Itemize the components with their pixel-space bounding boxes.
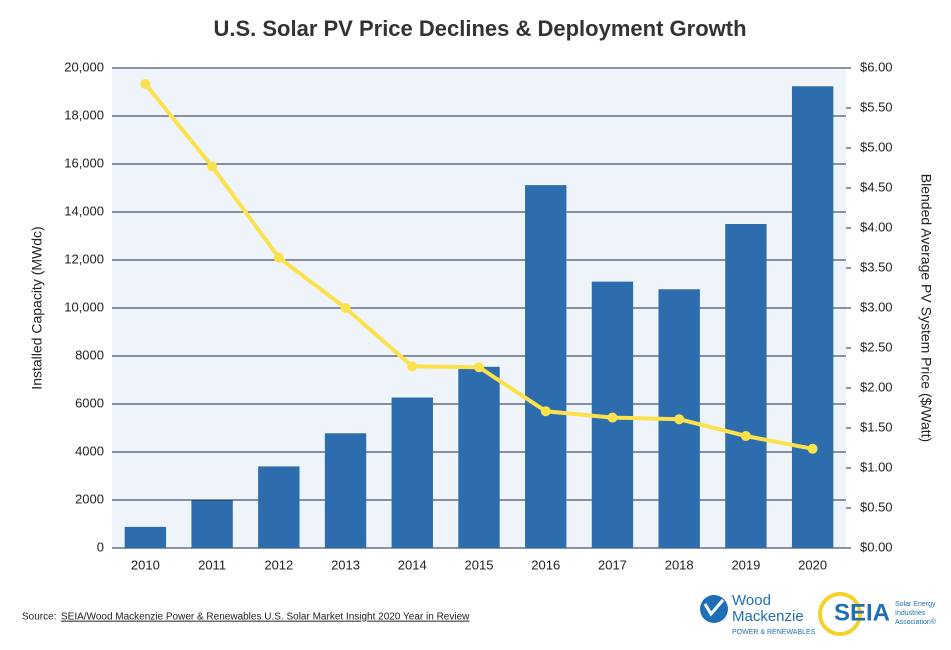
line-point xyxy=(807,443,818,454)
y2-tick-label: $5.00 xyxy=(860,139,893,154)
bar xyxy=(124,526,167,548)
y-tick-label: 20,000 xyxy=(64,59,104,74)
line-point xyxy=(407,361,418,372)
y-tick-label: 10,000 xyxy=(64,299,104,314)
line-point xyxy=(273,252,284,263)
y2-tick-label: $6.00 xyxy=(860,59,893,74)
chart-title: U.S. Solar PV Price Declines & Deploymen… xyxy=(213,16,746,41)
x-tick-label: 2013 xyxy=(331,557,360,572)
bar xyxy=(458,366,500,548)
y2-tick-label: $0.50 xyxy=(860,499,893,514)
logo2-ring xyxy=(818,592,862,636)
bar xyxy=(324,433,367,548)
y2-tick-label: $3.50 xyxy=(860,259,893,274)
y2-tick-label: $1.50 xyxy=(860,419,893,434)
x-tick-label: 2019 xyxy=(731,557,760,572)
x-tick-label: 2012 xyxy=(264,557,293,572)
line-point xyxy=(607,412,618,423)
line-point xyxy=(340,303,351,313)
source-prefix: Source: xyxy=(22,612,56,623)
y2-tick-label: $5.50 xyxy=(860,99,893,114)
line-point xyxy=(207,161,218,172)
y2-tick-label: $2.50 xyxy=(860,339,893,354)
bar xyxy=(725,224,767,548)
line-point xyxy=(540,406,551,417)
y-tick-label: 4000 xyxy=(75,443,104,458)
y-tick-label: 14,000 xyxy=(64,203,104,218)
logo2-sub: Industries xyxy=(895,610,926,617)
line-point xyxy=(140,79,151,89)
footer: Source: SEIA/Wood Mackenzie Power & Rene… xyxy=(22,592,937,636)
line-point xyxy=(674,414,685,425)
y2-tick-label: $1.00 xyxy=(860,459,893,474)
source-link[interactable]: SEIA/Wood Mackenzie Power & Renewables U… xyxy=(61,612,470,623)
line-point xyxy=(740,431,751,441)
y-tick-label: 2000 xyxy=(75,491,104,506)
y-tick-label: 6000 xyxy=(75,395,104,410)
x-tick-label: 2014 xyxy=(398,557,427,572)
y-tick-label: 12,000 xyxy=(64,251,104,266)
y2-tick-label: $4.50 xyxy=(860,179,893,194)
x-tick-label: 2020 xyxy=(798,557,827,572)
bar xyxy=(191,500,233,548)
bar xyxy=(791,86,834,549)
x-tick-label: 2010 xyxy=(131,557,160,572)
logo1-line1: Wood xyxy=(732,592,771,609)
logo1-sub: POWER & RENEWABLES xyxy=(732,629,816,636)
y-tick-label: 0 xyxy=(97,539,104,554)
x-tick-label: 2016 xyxy=(531,557,560,572)
logo-check xyxy=(703,599,725,617)
line-point xyxy=(474,362,484,373)
bar xyxy=(391,397,433,548)
y2-axis-label: Blended Average PV System Price ($/Watt) xyxy=(918,174,934,442)
logo2: SEIA xyxy=(834,599,890,626)
y-tick-label: 18,000 xyxy=(64,107,104,122)
bar xyxy=(258,466,300,548)
logo2-sub: Association® xyxy=(895,618,937,626)
x-tick-label: 2018 xyxy=(665,557,694,572)
bar xyxy=(525,185,567,548)
x-tick-label: 2015 xyxy=(465,557,494,572)
y-tick-label: 8000 xyxy=(75,347,104,362)
y2-tick-label: $4.00 xyxy=(860,219,893,234)
logo1-line2: Mackenzie xyxy=(732,608,804,625)
y2-tick-label: $3.00 xyxy=(860,299,893,314)
x-tick-label: 2017 xyxy=(598,557,627,572)
y-axis-label: Installed Capacity (MWdc) xyxy=(29,226,45,389)
y2-tick-label: $0.00 xyxy=(860,539,893,554)
x-tick-label: 2011 xyxy=(198,557,226,572)
y2-tick-label: $2.00 xyxy=(860,379,893,394)
logo2-sub: Solar Energy xyxy=(895,601,936,608)
y-tick-label: 16,000 xyxy=(64,155,104,170)
